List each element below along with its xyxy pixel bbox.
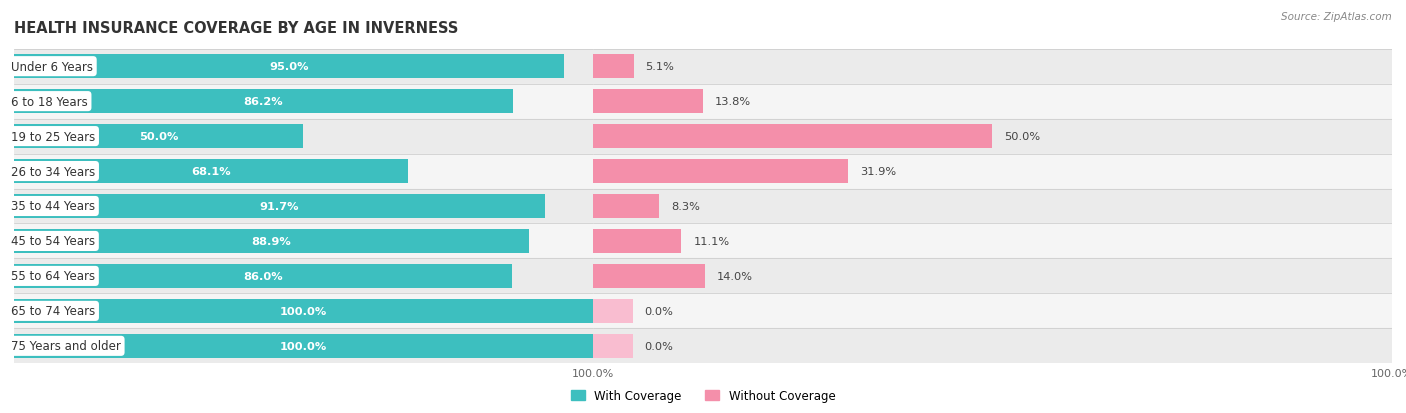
Text: Source: ZipAtlas.com: Source: ZipAtlas.com [1281,12,1392,22]
Bar [593,224,1392,259]
Text: Under 6 Years: Under 6 Years [11,61,93,74]
Text: 55 to 64 Years: 55 to 64 Years [11,270,96,283]
Text: 68.1%: 68.1% [191,166,231,177]
Bar [14,299,593,323]
Bar [14,224,593,259]
Bar [14,259,593,294]
Bar [593,84,1392,119]
Bar [593,50,1392,84]
Legend: With Coverage, Without Coverage: With Coverage, Without Coverage [565,385,841,407]
Text: 26 to 34 Years: 26 to 34 Years [11,165,96,178]
Bar [593,299,633,323]
Bar [14,50,593,84]
Bar [593,259,1392,294]
Bar [14,125,304,149]
Bar [14,90,513,114]
Text: 75 Years and older: 75 Years and older [11,339,121,352]
Bar [593,334,633,358]
Bar [593,264,704,288]
Text: 86.0%: 86.0% [243,271,283,281]
Text: 8.3%: 8.3% [671,202,700,211]
Text: 100.0%: 100.0% [280,341,328,351]
Text: 11.1%: 11.1% [693,236,730,247]
Text: 13.8%: 13.8% [716,97,751,107]
Bar [593,189,1392,224]
Bar [593,160,848,183]
Text: 6 to 18 Years: 6 to 18 Years [11,95,89,108]
Bar [14,195,544,218]
Text: 91.7%: 91.7% [260,202,299,211]
Bar [593,119,1392,154]
Text: 50.0%: 50.0% [1004,132,1040,142]
Bar [14,329,593,363]
Bar [593,329,1392,363]
Text: 45 to 54 Years: 45 to 54 Years [11,235,96,248]
Text: 0.0%: 0.0% [645,306,673,316]
Bar [14,294,593,329]
Text: 14.0%: 14.0% [717,271,752,281]
Text: 100.0%: 100.0% [280,306,328,316]
Text: 65 to 74 Years: 65 to 74 Years [11,305,96,318]
Bar [593,125,993,149]
Bar [14,154,593,189]
Bar [14,264,512,288]
Bar [593,230,682,253]
Text: 5.1%: 5.1% [645,62,675,72]
Bar [593,90,703,114]
Text: HEALTH INSURANCE COVERAGE BY AGE IN INVERNESS: HEALTH INSURANCE COVERAGE BY AGE IN INVE… [14,21,458,36]
Bar [593,154,1392,189]
Bar [14,119,593,154]
Bar [14,55,564,79]
Bar [14,160,408,183]
Text: 88.9%: 88.9% [252,236,291,247]
Text: 50.0%: 50.0% [139,132,179,142]
Text: 95.0%: 95.0% [269,62,309,72]
Bar [14,84,593,119]
Text: 86.2%: 86.2% [243,97,283,107]
Bar [14,334,593,358]
Text: 0.0%: 0.0% [645,341,673,351]
Bar [593,195,659,218]
Text: 19 to 25 Years: 19 to 25 Years [11,130,96,143]
Bar [593,55,634,79]
Text: 35 to 44 Years: 35 to 44 Years [11,200,96,213]
Bar [14,189,593,224]
Text: 31.9%: 31.9% [859,166,896,177]
Bar [593,294,1392,329]
Bar [14,230,529,253]
